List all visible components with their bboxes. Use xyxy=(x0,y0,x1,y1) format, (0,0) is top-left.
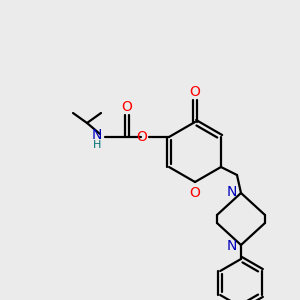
Text: O: O xyxy=(122,100,133,114)
Text: O: O xyxy=(190,85,200,99)
Text: N: N xyxy=(227,239,237,253)
Text: N: N xyxy=(92,128,102,142)
Text: O: O xyxy=(136,130,148,144)
Text: N: N xyxy=(227,185,237,199)
Text: H: H xyxy=(93,140,101,150)
Text: O: O xyxy=(190,186,200,200)
